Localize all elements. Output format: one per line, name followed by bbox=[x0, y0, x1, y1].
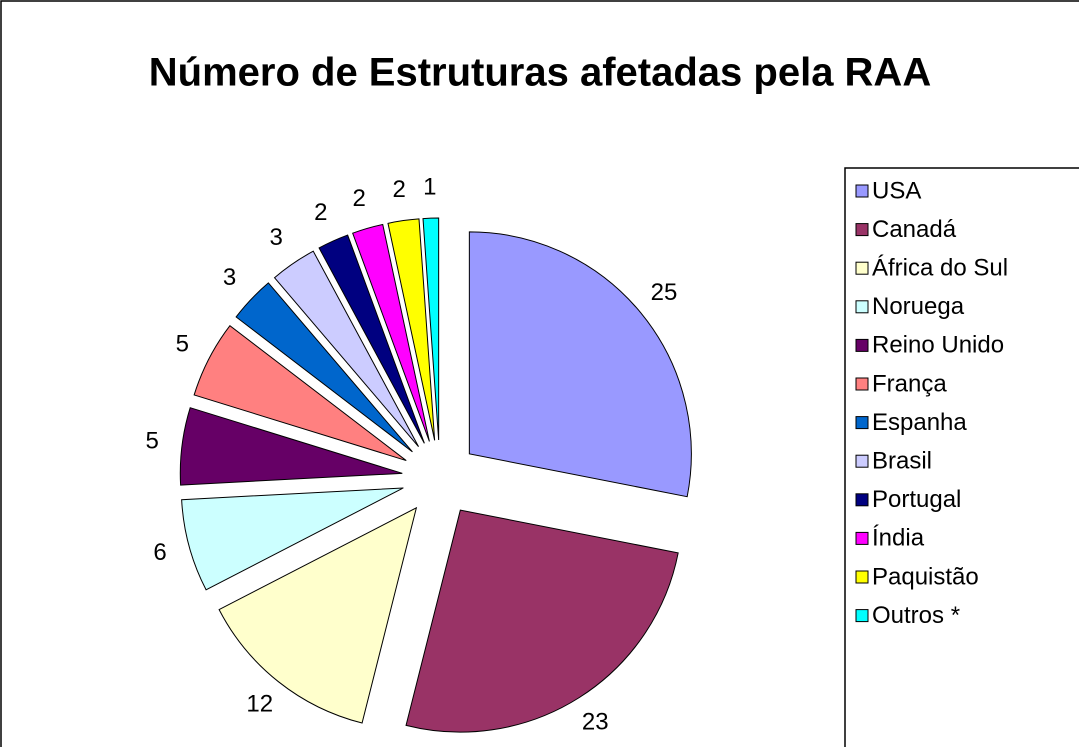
legend-swatch bbox=[855, 300, 869, 314]
data-label: 2 bbox=[353, 185, 366, 212]
legend-label: França bbox=[872, 370, 947, 397]
pie-slice bbox=[468, 231, 692, 498]
data-label: 25 bbox=[651, 279, 678, 306]
pie-slice bbox=[218, 506, 418, 724]
data-label: 2 bbox=[314, 199, 327, 226]
chart-title: Número de Estruturas afetadas pela RAA bbox=[149, 51, 931, 95]
legend-label: Paquistão bbox=[872, 563, 979, 590]
data-label: 12 bbox=[246, 691, 273, 718]
data-label: 3 bbox=[270, 224, 283, 251]
pie-slice bbox=[181, 487, 404, 591]
pie-slice bbox=[318, 234, 425, 444]
legend-swatch bbox=[855, 184, 869, 198]
legend-label: Noruega bbox=[872, 293, 965, 320]
legend-label: Outros * bbox=[872, 602, 960, 629]
legend-swatch bbox=[855, 377, 869, 391]
data-label: 5 bbox=[176, 330, 189, 357]
legend-swatch bbox=[855, 223, 869, 237]
pie-slice bbox=[179, 407, 403, 486]
legend-label: Portugal bbox=[872, 486, 961, 513]
data-label: 3 bbox=[223, 264, 236, 291]
pie-slice bbox=[387, 218, 436, 441]
pie-slice bbox=[352, 223, 430, 442]
legend-label: USA bbox=[872, 177, 921, 204]
pie-slice bbox=[193, 324, 407, 462]
data-label: 2 bbox=[393, 176, 406, 203]
pie-slice bbox=[405, 509, 679, 733]
legend-swatch bbox=[855, 261, 869, 275]
data-label: 23 bbox=[582, 708, 609, 735]
legend-label: Brasil bbox=[872, 448, 932, 475]
legend-label: Canadá bbox=[872, 216, 957, 243]
legend-label: África do Sul bbox=[872, 255, 1008, 282]
legend-label: Reino Unido bbox=[872, 332, 1004, 359]
legend-swatch bbox=[855, 416, 869, 430]
data-label: 1 bbox=[423, 174, 436, 201]
legend-swatch bbox=[855, 609, 869, 623]
data-label: 5 bbox=[146, 428, 159, 455]
legend-swatch bbox=[855, 570, 869, 584]
data-label: 6 bbox=[153, 539, 166, 566]
legend-swatch bbox=[855, 531, 869, 545]
legend-label: Espanha bbox=[872, 409, 967, 436]
legend-box bbox=[844, 167, 1079, 752]
pie-slice bbox=[422, 217, 440, 441]
pie-slice bbox=[235, 282, 413, 453]
legend-swatch bbox=[855, 454, 869, 468]
legend-swatch bbox=[855, 493, 869, 507]
pie-slice bbox=[273, 250, 419, 447]
legend-label: Índia bbox=[872, 525, 925, 552]
legend-swatch bbox=[855, 338, 869, 352]
